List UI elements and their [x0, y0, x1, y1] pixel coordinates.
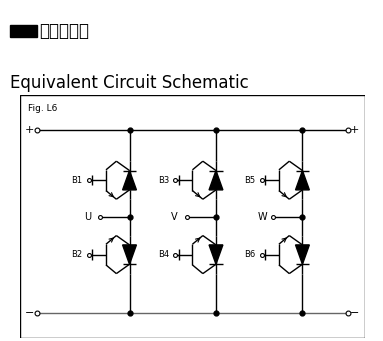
Polygon shape — [209, 170, 223, 190]
Text: Equivalent Circuit Schematic: Equivalent Circuit Schematic — [10, 74, 248, 92]
Text: +: + — [350, 125, 359, 135]
Polygon shape — [296, 170, 309, 190]
Text: U: U — [85, 211, 92, 222]
Text: +: + — [25, 125, 34, 135]
Polygon shape — [123, 170, 136, 190]
Bar — [10, 25, 37, 37]
Text: −: − — [25, 308, 34, 318]
Text: W: W — [257, 211, 267, 222]
Text: B6: B6 — [244, 250, 255, 259]
Text: B5: B5 — [244, 176, 255, 185]
Text: B2: B2 — [71, 250, 82, 259]
Polygon shape — [209, 245, 223, 264]
Text: V: V — [171, 211, 178, 222]
Text: B4: B4 — [158, 250, 169, 259]
Text: −: − — [350, 308, 359, 318]
Text: B3: B3 — [158, 176, 169, 185]
Text: Fig. L6: Fig. L6 — [28, 104, 57, 113]
Text: 等価回路：: 等価回路： — [39, 22, 90, 40]
Polygon shape — [123, 245, 136, 264]
Text: B1: B1 — [71, 176, 82, 185]
Polygon shape — [296, 245, 309, 264]
